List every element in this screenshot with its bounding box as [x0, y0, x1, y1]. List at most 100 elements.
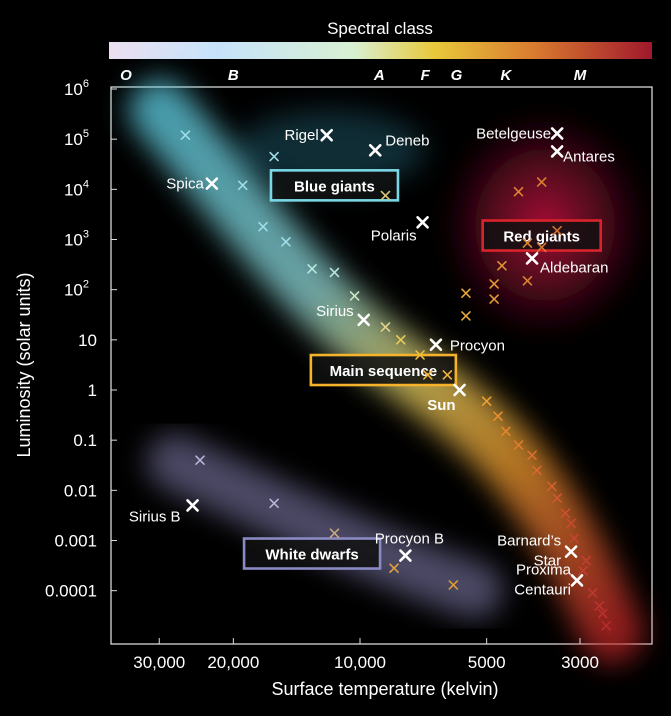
star-marker	[307, 264, 317, 274]
star-marker	[527, 450, 537, 461]
star-marker	[493, 411, 503, 422]
star-marker	[522, 238, 533, 248]
star-marker	[349, 291, 360, 301]
x-tick-label: 20,000	[207, 653, 259, 672]
spectral-class-m: M	[574, 67, 587, 84]
star-proxima-centauri-label: Centauri	[514, 581, 571, 598]
star-aldebaran-label: Aldebaran	[540, 259, 608, 276]
star-betelgeuse-label: Betelgeuse	[476, 125, 551, 142]
star-proxima-centauri: Proxima Centauri	[514, 561, 584, 598]
star-antares-marker	[550, 145, 564, 158]
spectral-class-b: B	[228, 67, 239, 84]
star-sirius-b-marker	[186, 499, 199, 512]
region-label: Main sequence	[330, 363, 438, 380]
main-sequence-band	[129, 79, 643, 663]
star-sirius-b-label: Sirius B	[129, 508, 181, 525]
star-procyon-b-marker	[399, 549, 412, 562]
star-marker	[552, 225, 562, 236]
star-rigel: Rigel	[284, 127, 333, 144]
y-tick-label: 103	[64, 229, 89, 250]
star-betelgeuse-marker	[550, 127, 564, 140]
star-marker	[380, 190, 391, 201]
star-marker	[547, 481, 557, 492]
star-marker	[237, 180, 248, 191]
star-marker	[536, 242, 547, 253]
star-marker	[395, 335, 406, 345]
y-tick-label: 106	[64, 78, 89, 99]
star-betelgeuse: Betelgeuse	[476, 125, 564, 142]
star-proxima-centauri-marker	[570, 574, 584, 587]
star-barnard-s-star-label: Star	[534, 553, 562, 570]
x-axis-ticks: 30,000 20,000 10,000 5000 3000	[133, 638, 599, 672]
star-marker	[258, 221, 268, 232]
region-blue-giants: Blue giants	[269, 169, 400, 202]
star-proxima-centauri-label: Proxima	[516, 561, 572, 578]
star-marker	[594, 600, 605, 611]
spectral-class-a: A	[373, 67, 385, 84]
y-axis-label: Luminosity (solar units)	[14, 272, 34, 457]
star-marker	[513, 186, 524, 197]
star-marker	[448, 580, 459, 590]
star-antares-label: Antares	[563, 148, 615, 165]
star-sun: Sun	[427, 383, 466, 414]
y-tick-label: 0.01	[64, 481, 97, 500]
spectral-class-f: F	[421, 67, 431, 84]
spectral-class-o: O	[120, 67, 132, 84]
star-spica-label: Spica	[166, 176, 204, 193]
y-tick-label: 102	[64, 279, 89, 300]
star-deneb-marker	[368, 143, 382, 157]
star-procyon-marker	[429, 338, 443, 351]
star-marker	[195, 455, 205, 465]
star-marker	[536, 177, 547, 187]
star-marker	[566, 518, 576, 529]
region-label: White dwarfs	[265, 547, 358, 564]
star-marker	[442, 370, 453, 380]
star-marker	[497, 260, 507, 271]
region-red-giants: Red giants	[481, 219, 602, 252]
star-marker	[578, 565, 588, 576]
star-sun-label: Sun	[427, 397, 455, 414]
star-marker	[269, 151, 279, 162]
star-marker	[423, 370, 433, 380]
star-deneb-label: Deneb	[385, 132, 429, 149]
star-procyon-b-label: Procyon B	[375, 531, 444, 548]
star-marker	[329, 528, 340, 538]
star-marker	[481, 396, 492, 406]
region-label: Blue giants	[294, 178, 375, 195]
unnamed-stars	[180, 130, 611, 631]
star-marker	[552, 493, 562, 503]
star-antares: Antares	[550, 145, 615, 165]
star-polaris-label: Polaris	[371, 227, 417, 244]
y-tick-label: 104	[64, 178, 89, 199]
star-marker	[560, 508, 571, 519]
y-tick-label: 0.001	[54, 532, 97, 551]
x-axis-label: Surface temperature (kelvin)	[271, 679, 498, 699]
y-tick-label: 10	[78, 331, 97, 350]
star-polaris: Polaris	[371, 216, 429, 244]
star-marker	[180, 130, 191, 140]
star-marker	[601, 620, 611, 631]
y-tick-label: 1	[88, 381, 97, 400]
star-marker	[415, 350, 425, 360]
star-barnard-s-star-marker	[564, 545, 578, 558]
star-marker	[380, 322, 391, 332]
y-tick-label: 0.1	[73, 431, 97, 450]
star-marker	[501, 426, 511, 437]
region-main-sequence: Main sequence	[309, 353, 458, 387]
x-tick-label: 30,000	[133, 653, 185, 672]
star-deneb: Deneb	[368, 132, 429, 157]
white-dwarfs-band	[147, 434, 503, 618]
region-label: Red giants	[503, 229, 580, 246]
star-marker	[581, 555, 591, 566]
star-spica: Spica	[166, 176, 219, 193]
star-sirius-b: Sirius B	[129, 499, 199, 525]
star-spica-marker	[205, 177, 219, 190]
star-rigel-label: Rigel	[284, 127, 318, 144]
spectral-color-bar	[109, 42, 652, 59]
star-marker	[597, 608, 608, 619]
star-marker	[269, 498, 279, 509]
star-aldebaran: Aldebaran	[525, 252, 608, 276]
named-stars: Rigel Deneb Spica Polaris Betelgeuse Antares A…	[129, 125, 615, 598]
